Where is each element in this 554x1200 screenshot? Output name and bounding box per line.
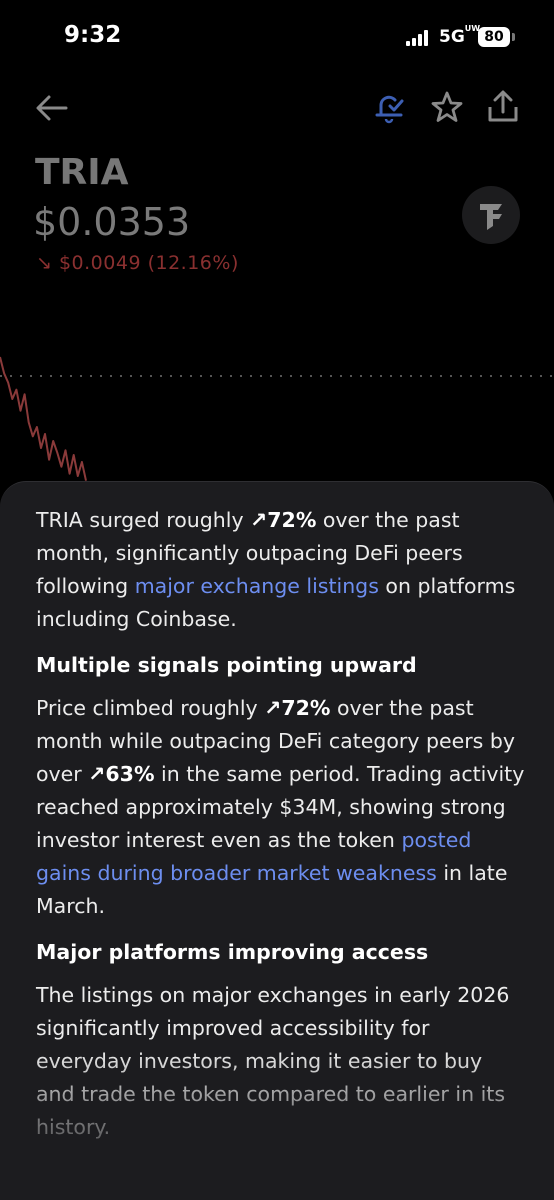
- content-fade-overlay: [0, 1050, 554, 1200]
- signal-icon: [406, 30, 432, 46]
- insight-sheet: TRIA surged roughly ↗72% over the past m…: [0, 481, 554, 1200]
- battery-tip: [512, 33, 515, 41]
- network-indicator: 5GUW: [439, 24, 481, 47]
- bell-check-icon[interactable]: [372, 90, 406, 124]
- insight-content: TRIA surged roughly ↗72% over the past m…: [36, 504, 526, 1144]
- asset-price: $0.0353: [33, 200, 191, 244]
- insight-intro: TRIA surged roughly ↗72% over the past m…: [36, 508, 516, 631]
- up-change-badge: ↗72%: [264, 696, 331, 720]
- section-heading-access: Major platforms improving access: [36, 940, 429, 964]
- price-change: ↘ $0.0049 (12.16%): [36, 252, 239, 274]
- status-time: 9:32: [64, 22, 122, 48]
- asset-logo[interactable]: [462, 186, 520, 244]
- up-change-badge: ↗72%: [250, 508, 317, 532]
- back-arrow-icon[interactable]: [34, 92, 70, 124]
- asset-ticker: TRIA: [35, 152, 129, 193]
- price-chart[interactable]: [0, 340, 554, 500]
- status-bar: 9:32 5GUW 80: [0, 0, 554, 70]
- section-heading-signals: Multiple signals pointing upward: [36, 653, 417, 677]
- star-icon[interactable]: [430, 90, 464, 124]
- market-weakness-link[interactable]: posted gains during broader market weakn…: [36, 828, 472, 885]
- exchange-listings-link[interactable]: major exchange listings: [134, 574, 379, 598]
- battery-icon: 80: [478, 27, 510, 47]
- asset-detail-background: [0, 70, 554, 490]
- tria-logo-icon: [480, 204, 502, 230]
- price-change-value: $0.0049 (12.16%): [58, 252, 239, 274]
- down-arrow-icon: ↘: [36, 252, 53, 274]
- up-change-badge: ↗63%: [88, 762, 155, 786]
- section-body-signals: Price climbed roughly ↗72% over the past…: [36, 696, 525, 918]
- share-icon[interactable]: [485, 88, 521, 124]
- price-series-line: [0, 356, 87, 481]
